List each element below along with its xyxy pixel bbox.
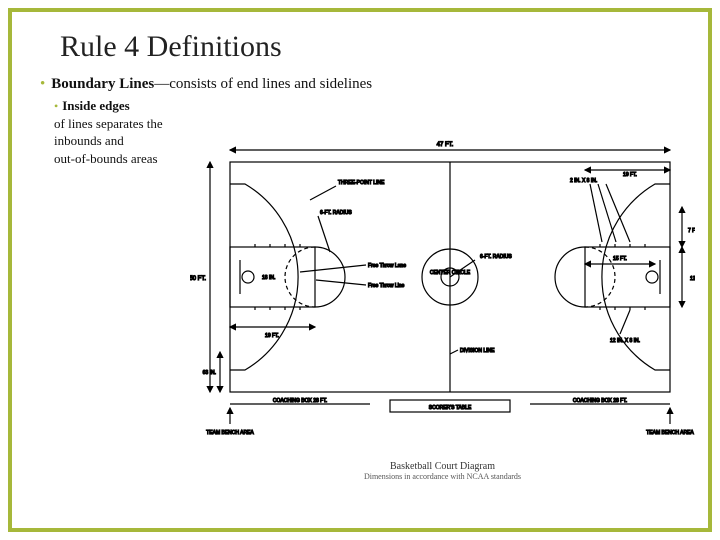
lbl-19ft-l: 19 FT. bbox=[265, 333, 279, 339]
slide-title: Rule 4 Definitions bbox=[60, 30, 690, 64]
bullet-sub-line-3: inbounds and bbox=[54, 133, 124, 148]
lbl-left-height: 50 FT. bbox=[190, 276, 206, 282]
lbl-15ft: 15 FT. bbox=[613, 256, 627, 262]
lbl-bench-l: TEAM BENCH AREA bbox=[206, 430, 254, 436]
bullet-sub-line-2: of lines separates the bbox=[54, 116, 163, 131]
lbl-2in8: 2 IN. X 8 IN. bbox=[570, 178, 597, 184]
lbl-7ft: 7 FT. bbox=[688, 228, 695, 234]
bullet-main-text: —consists of end lines and sidelines bbox=[154, 76, 372, 92]
lbl-ft-lane: Free Throw Lane bbox=[368, 263, 406, 269]
lbl-bench-r: TEAM BENCH AREA bbox=[646, 430, 694, 436]
lbl-63in: 63 IN. bbox=[203, 370, 216, 376]
lbl-top-width: 47 FT. bbox=[437, 142, 454, 148]
lbl-12x8: 12 IN. X 8 IN. bbox=[610, 338, 640, 344]
lbl-ft-line: Free Throw Line bbox=[368, 283, 405, 289]
lbl-12in: 12 IN. bbox=[690, 276, 695, 282]
bullet-main-term: Boundary Lines bbox=[51, 76, 154, 92]
lbl-center-radius: 6-FT. RADIUS bbox=[480, 254, 512, 260]
lbl-center-circle: CENTER CIRCLE bbox=[430, 270, 471, 276]
bullet-main: • Boundary Lines—consists of end lines an… bbox=[40, 76, 690, 93]
lbl-19ft-r: 19 FT. bbox=[623, 172, 637, 178]
bullet-sub-dot-icon: • bbox=[54, 99, 58, 113]
bullet-sub-line-4: out-of-bounds areas bbox=[54, 151, 158, 166]
lbl-coachbox-r: COACHING BOX 28 FT. bbox=[573, 398, 627, 404]
diagram-caption-sub: Dimensions in accordance with NCAA stand… bbox=[190, 472, 695, 481]
court-diagram: 47 FT. 50 FT. CENTER CIRCLE 6-FT. RADIUS… bbox=[190, 132, 695, 452]
lbl-division: DIVISION LINE bbox=[460, 348, 495, 354]
court-diagram-wrap: 47 FT. 50 FT. CENTER CIRCLE 6-FT. RADIUS… bbox=[190, 132, 695, 481]
bullet-sub-term: Inside edges bbox=[62, 98, 130, 113]
lbl-scorers: SCORER'S TABLE bbox=[429, 405, 472, 411]
lbl-hoop-dia: 18 IN. bbox=[262, 275, 275, 281]
lbl-six-ft-radius: 6-FT. RADIUS bbox=[320, 210, 352, 216]
lbl-coachbox-l: COACHING BOX 28 FT. bbox=[273, 398, 327, 404]
lbl-three-point: THREE-POINT LINE bbox=[338, 180, 385, 186]
diagram-caption: Basketball Court Diagram bbox=[190, 461, 695, 472]
bullet-dot-icon: • bbox=[40, 76, 45, 92]
